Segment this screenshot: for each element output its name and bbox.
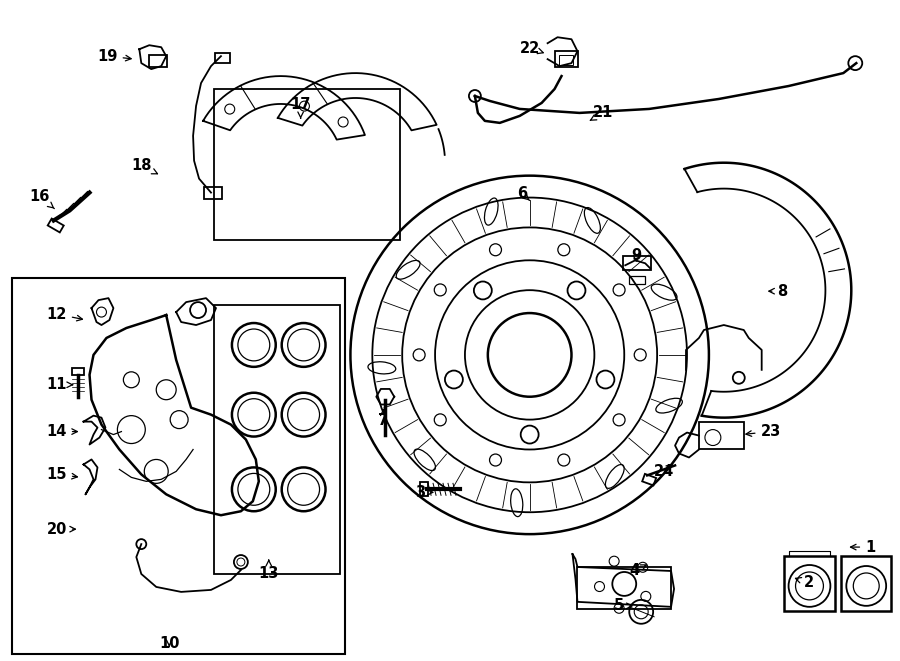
- Text: 12: 12: [47, 307, 83, 321]
- Text: 2: 2: [796, 576, 814, 590]
- Text: 21: 21: [590, 105, 614, 120]
- Bar: [554, 51, 579, 67]
- Text: 6: 6: [517, 186, 529, 201]
- Text: 20: 20: [47, 522, 76, 537]
- Bar: [215, 53, 230, 63]
- Bar: [204, 186, 222, 198]
- Text: 23: 23: [746, 424, 781, 439]
- Bar: [559, 55, 573, 65]
- Bar: [420, 483, 428, 496]
- Text: 11: 11: [47, 377, 73, 392]
- Text: 13: 13: [258, 561, 279, 582]
- Text: 3: 3: [415, 485, 433, 500]
- Text: 22: 22: [519, 41, 544, 56]
- Bar: [699, 422, 743, 449]
- Text: 24: 24: [654, 464, 674, 479]
- Text: 17: 17: [291, 97, 310, 118]
- Bar: [12, 278, 346, 654]
- Text: 7: 7: [378, 410, 388, 428]
- Bar: [629, 276, 645, 284]
- Text: 5: 5: [614, 598, 632, 613]
- Bar: [643, 474, 656, 485]
- Bar: [624, 256, 652, 270]
- Bar: [72, 368, 84, 375]
- Text: 19: 19: [97, 49, 131, 63]
- Text: 14: 14: [47, 424, 77, 439]
- Text: 15: 15: [47, 467, 77, 482]
- Bar: [149, 55, 167, 67]
- Text: 9: 9: [631, 248, 642, 263]
- Text: 16: 16: [30, 189, 54, 209]
- Text: 18: 18: [131, 158, 158, 174]
- Bar: [214, 305, 340, 574]
- Bar: [214, 89, 400, 241]
- Bar: [842, 556, 891, 611]
- Text: 10: 10: [159, 636, 179, 651]
- Text: 8: 8: [769, 284, 788, 299]
- Text: 4: 4: [629, 563, 646, 578]
- Bar: [578, 567, 671, 609]
- Bar: [48, 219, 64, 233]
- Bar: [784, 556, 835, 611]
- Text: 1: 1: [850, 539, 876, 555]
